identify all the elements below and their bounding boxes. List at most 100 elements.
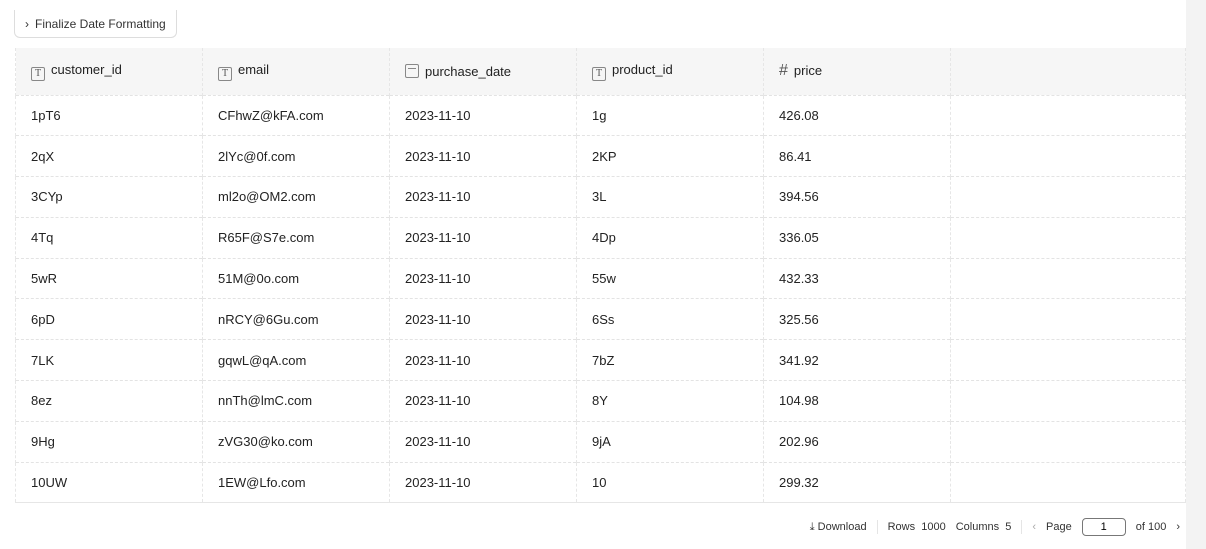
cell-customer-id[interactable]: 8ez: [15, 380, 203, 422]
cell-email[interactable]: zVG30@ko.com: [202, 420, 390, 463]
empty-cell: [950, 216, 1186, 259]
cell-purchase-date[interactable]: 2023-11-10: [389, 176, 577, 218]
cell-price[interactable]: 432.33: [763, 257, 951, 299]
cell-product-id[interactable]: 10: [576, 461, 764, 504]
empty-cell: [950, 380, 1186, 422]
cell-product-id[interactable]: 4Dp: [576, 216, 764, 259]
cell-price[interactable]: 426.08: [763, 94, 951, 136]
prev-page-button[interactable]: ‹: [1032, 521, 1037, 533]
cell-product-id[interactable]: 9jA: [576, 420, 764, 463]
cell-email[interactable]: 1EW@Lfo.com: [202, 461, 390, 504]
cell-price[interactable]: 299.32: [763, 461, 951, 504]
page-total: of 100: [1135, 521, 1167, 533]
number-type-icon: #: [779, 62, 788, 80]
cell-customer-id[interactable]: 4Tq: [15, 216, 203, 259]
cell-product-id[interactable]: 2KP: [576, 135, 764, 177]
cell-customer-id[interactable]: 1pT6: [15, 94, 203, 136]
cell-customer-id[interactable]: 10UW: [15, 461, 203, 504]
cell-customer-id[interactable]: 5wR: [15, 257, 203, 299]
divider: [876, 520, 878, 534]
side-panel-edge: [1186, 0, 1206, 549]
chevron-right-icon: ›: [25, 16, 29, 31]
cell-email[interactable]: R65F@S7e.com: [202, 216, 390, 259]
cell-purchase-date[interactable]: 2023-11-10: [389, 257, 577, 299]
column-name: price: [793, 63, 823, 79]
column-name: customer_id: [51, 61, 122, 77]
cell-email[interactable]: 2lYc@0f.com: [202, 135, 390, 177]
empty-column-header: [950, 48, 1186, 95]
cell-price[interactable]: 202.96: [763, 420, 951, 463]
column-name: purchase_date: [425, 63, 512, 79]
table-row: 6pD nRCY@6Gu.com 2023-11-10 6Ss 325.56: [15, 298, 1186, 340]
empty-cell: [950, 94, 1186, 136]
cell-price[interactable]: 104.98: [763, 380, 951, 422]
cell-product-id[interactable]: 3L: [576, 176, 764, 218]
cell-product-id[interactable]: 8Y: [576, 380, 764, 422]
text-type-icon: T: [592, 66, 606, 81]
column-header-price[interactable]: # price: [763, 48, 951, 95]
cell-price[interactable]: 341.92: [763, 339, 951, 381]
cell-product-id[interactable]: 6Ss: [576, 298, 764, 340]
step-label: Finalize Date Formatting: [35, 16, 166, 31]
cell-email[interactable]: nRCY@6Gu.com: [202, 298, 390, 340]
cell-price[interactable]: 336.05: [763, 216, 951, 259]
download-icon: ⤓: [809, 520, 815, 533]
cell-email[interactable]: gqwL@qA.com: [202, 339, 390, 381]
page-input[interactable]: [1081, 518, 1126, 536]
next-page-button[interactable]: ›: [1176, 521, 1180, 533]
cell-customer-id[interactable]: 7LK: [15, 339, 203, 381]
cell-price[interactable]: 325.56: [763, 298, 951, 340]
text-type-icon: T: [31, 66, 45, 81]
cell-customer-id[interactable]: 9Hg: [15, 420, 203, 463]
cell-product-id[interactable]: 55w: [576, 257, 764, 299]
table-footer: ⤓ Download Rows 1000 Columns 5 ‹ Page of…: [810, 518, 1180, 536]
cell-price[interactable]: 394.56: [763, 176, 951, 218]
table-row: 10UW 1EW@Lfo.com 2023-11-10 10 299.32: [15, 461, 1186, 504]
cell-product-id[interactable]: 7bZ: [576, 339, 764, 381]
empty-cell: [950, 339, 1186, 381]
table-row: 7LK gqwL@qA.com 2023-11-10 7bZ 341.92: [15, 339, 1186, 381]
cell-purchase-date[interactable]: 2023-11-10: [389, 216, 577, 259]
cell-purchase-date[interactable]: 2023-11-10: [389, 461, 577, 504]
cell-purchase-date[interactable]: 2023-11-10: [389, 420, 577, 463]
top-strip: [0, 0, 1186, 10]
cell-customer-id[interactable]: 6pD: [15, 298, 203, 340]
cell-customer-id[interactable]: 2qX: [15, 135, 203, 177]
cell-product-id[interactable]: 1g: [576, 94, 764, 136]
calendar-type-icon: [405, 63, 419, 78]
empty-cell: [950, 176, 1186, 218]
table-row: 4Tq R65F@S7e.com 2023-11-10 4Dp 336.05: [15, 216, 1186, 259]
download-button[interactable]: ⤓ Download: [809, 520, 867, 533]
columns-count: Columns 5: [955, 521, 1012, 533]
cell-email[interactable]: ml2o@OM2.com: [202, 176, 390, 218]
empty-cell: [950, 135, 1186, 177]
cell-email[interactable]: CFhwZ@kFA.com: [202, 94, 390, 136]
empty-cell: [950, 420, 1186, 463]
cell-price[interactable]: 86.41: [763, 135, 951, 177]
cell-purchase-date[interactable]: 2023-11-10: [389, 298, 577, 340]
cell-purchase-date[interactable]: 2023-11-10: [389, 380, 577, 422]
step-toggle-button[interactable]: › Finalize Date Formatting: [14, 10, 177, 38]
column-name: product_id: [612, 61, 673, 77]
column-header-purchase-date[interactable]: purchase_date: [389, 48, 577, 95]
rows-count: Rows 1000: [887, 521, 946, 533]
text-type-icon: T: [218, 66, 232, 81]
table-row: 9Hg zVG30@ko.com 2023-11-10 9jA 202.96: [15, 420, 1186, 463]
cell-purchase-date[interactable]: 2023-11-10: [389, 94, 577, 136]
empty-cell: [950, 298, 1186, 340]
column-name: email: [238, 61, 270, 77]
table-row: 8ez nnTh@lmC.com 2023-11-10 8Y 104.98: [15, 380, 1186, 422]
cell-purchase-date[interactable]: 2023-11-10: [389, 135, 577, 177]
table-row: 5wR 51M@0o.com 2023-11-10 55w 432.33: [15, 257, 1186, 299]
cell-purchase-date[interactable]: 2023-11-10: [389, 339, 577, 381]
cell-customer-id[interactable]: 3CYp: [15, 176, 203, 218]
table-row: 2qX 2lYc@0f.com 2023-11-10 2KP 86.41: [15, 135, 1186, 177]
cell-email[interactable]: 51M@0o.com: [202, 257, 390, 299]
empty-cell: [950, 461, 1186, 504]
table-row: 3CYp ml2o@OM2.com 2023-11-10 3L 394.56: [15, 176, 1186, 218]
cell-email[interactable]: nnTh@lmC.com: [202, 380, 390, 422]
